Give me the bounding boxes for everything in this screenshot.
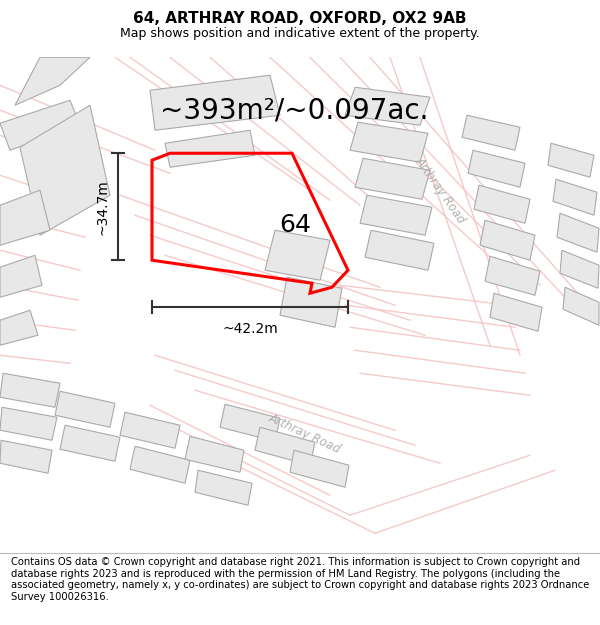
Polygon shape (0, 408, 57, 440)
Polygon shape (462, 115, 520, 150)
Polygon shape (365, 230, 434, 270)
Polygon shape (120, 412, 180, 448)
Text: ~42.2m: ~42.2m (222, 322, 278, 336)
Polygon shape (0, 190, 50, 245)
Text: 64: 64 (279, 213, 311, 238)
Polygon shape (165, 130, 255, 168)
Polygon shape (480, 220, 535, 260)
Text: Map shows position and indicative extent of the property.: Map shows position and indicative extent… (120, 27, 480, 40)
Polygon shape (290, 450, 349, 488)
Polygon shape (55, 391, 115, 428)
Polygon shape (60, 425, 120, 461)
Text: Arthray Road: Arthray Road (267, 411, 343, 456)
Polygon shape (195, 470, 252, 505)
Text: 64, ARTHRAY ROAD, OXFORD, OX2 9AB: 64, ARTHRAY ROAD, OXFORD, OX2 9AB (133, 11, 467, 26)
Text: Arthray Road: Arthray Road (412, 154, 467, 226)
Polygon shape (490, 293, 542, 331)
Polygon shape (563, 288, 599, 325)
Polygon shape (150, 75, 280, 130)
Text: ~34.7m: ~34.7m (96, 179, 110, 234)
Text: ~393m²/~0.097ac.: ~393m²/~0.097ac. (160, 96, 428, 124)
Polygon shape (20, 105, 110, 235)
Polygon shape (548, 143, 594, 177)
Polygon shape (350, 122, 428, 162)
Text: Contains OS data © Crown copyright and database right 2021. This information is : Contains OS data © Crown copyright and d… (11, 557, 589, 602)
Polygon shape (360, 195, 432, 235)
Polygon shape (130, 446, 190, 483)
Polygon shape (468, 150, 525, 188)
Polygon shape (474, 185, 530, 223)
Polygon shape (0, 440, 52, 473)
Polygon shape (280, 278, 342, 328)
Polygon shape (345, 88, 430, 125)
Polygon shape (560, 250, 599, 288)
Polygon shape (15, 58, 90, 105)
Polygon shape (0, 255, 42, 298)
Polygon shape (557, 213, 599, 253)
Polygon shape (0, 373, 60, 408)
Polygon shape (220, 404, 280, 441)
Polygon shape (0, 310, 38, 345)
Polygon shape (485, 256, 540, 295)
Polygon shape (0, 100, 80, 150)
Polygon shape (355, 158, 430, 199)
Polygon shape (255, 428, 315, 465)
Polygon shape (185, 436, 244, 472)
Polygon shape (265, 230, 330, 280)
Polygon shape (553, 179, 597, 215)
